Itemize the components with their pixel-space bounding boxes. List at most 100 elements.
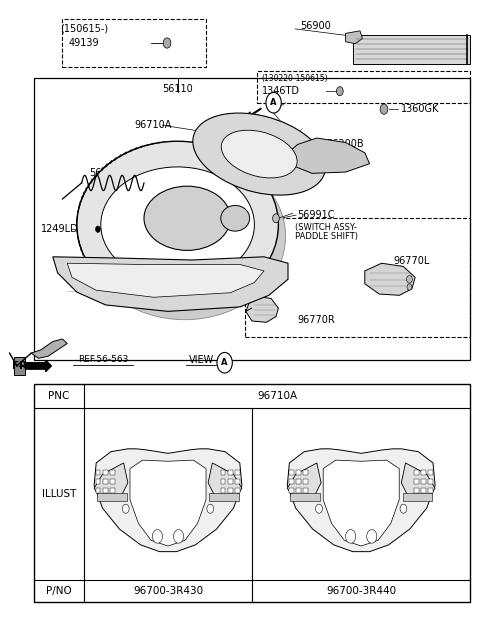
- Text: 56111D: 56111D: [89, 168, 127, 178]
- Text: 56991C: 56991C: [298, 210, 335, 220]
- Circle shape: [407, 284, 412, 290]
- Polygon shape: [365, 263, 415, 295]
- Polygon shape: [287, 463, 321, 499]
- Bar: [228, 479, 233, 485]
- Bar: [414, 479, 419, 485]
- Bar: [62, 19, 206, 67]
- Text: 56200B: 56200B: [326, 139, 364, 150]
- Ellipse shape: [221, 130, 297, 178]
- Circle shape: [96, 226, 100, 232]
- Bar: [235, 479, 240, 485]
- Text: 96710A: 96710A: [257, 391, 297, 401]
- Bar: [110, 479, 115, 485]
- Text: REF.56-563: REF.56-563: [78, 355, 128, 364]
- Polygon shape: [53, 257, 288, 311]
- Bar: [103, 488, 108, 494]
- Bar: [103, 470, 108, 475]
- Text: A: A: [270, 98, 277, 107]
- Bar: [228, 470, 233, 475]
- Circle shape: [122, 504, 129, 513]
- Text: 96710A: 96710A: [134, 120, 172, 130]
- Polygon shape: [353, 35, 470, 64]
- Polygon shape: [246, 297, 278, 322]
- Polygon shape: [323, 460, 399, 546]
- Text: P/NO: P/NO: [46, 586, 72, 596]
- Bar: [428, 488, 433, 494]
- Bar: [221, 470, 226, 475]
- Bar: [296, 488, 301, 494]
- Text: 96770R: 96770R: [298, 315, 336, 325]
- Ellipse shape: [84, 153, 286, 320]
- Bar: [245, 218, 470, 337]
- Text: 96770L: 96770L: [394, 256, 430, 266]
- Polygon shape: [208, 463, 242, 499]
- Text: PADDLE SHIFT): PADDLE SHIFT): [295, 232, 358, 241]
- Bar: [34, 78, 470, 360]
- Ellipse shape: [77, 141, 278, 308]
- Bar: [96, 479, 100, 485]
- Polygon shape: [130, 460, 206, 546]
- Ellipse shape: [101, 167, 254, 282]
- Circle shape: [217, 352, 232, 373]
- Text: ILLUST: ILLUST: [42, 489, 76, 499]
- Circle shape: [163, 38, 171, 48]
- Ellipse shape: [108, 178, 262, 294]
- Bar: [303, 479, 308, 485]
- Circle shape: [152, 530, 163, 543]
- Text: 56182: 56182: [245, 224, 276, 234]
- Ellipse shape: [193, 113, 325, 195]
- Bar: [303, 470, 308, 475]
- Circle shape: [207, 504, 214, 513]
- Circle shape: [173, 530, 184, 543]
- Text: (130220-150615): (130220-150615): [262, 74, 328, 83]
- Bar: [257, 71, 470, 103]
- Circle shape: [380, 104, 388, 114]
- Polygon shape: [401, 463, 435, 499]
- Bar: [296, 479, 301, 485]
- Bar: [103, 479, 108, 485]
- Circle shape: [400, 504, 407, 513]
- Text: (150615-): (150615-): [60, 24, 108, 34]
- Polygon shape: [94, 449, 242, 551]
- Polygon shape: [346, 31, 362, 44]
- Circle shape: [315, 504, 323, 513]
- Bar: [235, 470, 240, 475]
- Bar: [96, 470, 100, 475]
- Text: 56900: 56900: [300, 21, 331, 31]
- Text: A: A: [221, 358, 228, 367]
- Circle shape: [273, 214, 279, 223]
- Bar: [296, 470, 301, 475]
- Text: 1360GK: 1360GK: [401, 104, 439, 114]
- Bar: [403, 493, 432, 501]
- Text: 1249LD: 1249LD: [41, 224, 79, 234]
- Bar: [221, 479, 226, 485]
- Bar: [289, 470, 294, 475]
- Bar: [303, 488, 308, 494]
- Polygon shape: [14, 357, 25, 375]
- Bar: [96, 488, 100, 494]
- Bar: [421, 470, 426, 475]
- Bar: [235, 488, 240, 494]
- Polygon shape: [288, 138, 370, 173]
- Circle shape: [367, 530, 377, 543]
- Bar: [414, 488, 419, 494]
- Bar: [97, 493, 127, 501]
- Ellipse shape: [144, 186, 230, 250]
- Ellipse shape: [221, 205, 250, 231]
- Text: 1346TD: 1346TD: [262, 86, 300, 96]
- Bar: [290, 493, 320, 501]
- Text: VIEW: VIEW: [189, 354, 214, 365]
- Bar: [289, 479, 294, 485]
- Bar: [414, 470, 419, 475]
- Text: 49139: 49139: [69, 38, 99, 48]
- Bar: [110, 488, 115, 494]
- Bar: [428, 479, 433, 485]
- Polygon shape: [31, 339, 67, 358]
- Text: 96700-3R440: 96700-3R440: [326, 586, 396, 596]
- Polygon shape: [67, 263, 264, 297]
- Bar: [209, 493, 239, 501]
- Bar: [421, 479, 426, 485]
- Text: PNC: PNC: [48, 391, 70, 401]
- Text: 96700-3R430: 96700-3R430: [133, 586, 203, 596]
- Text: (SWITCH ASSY-: (SWITCH ASSY-: [296, 223, 357, 232]
